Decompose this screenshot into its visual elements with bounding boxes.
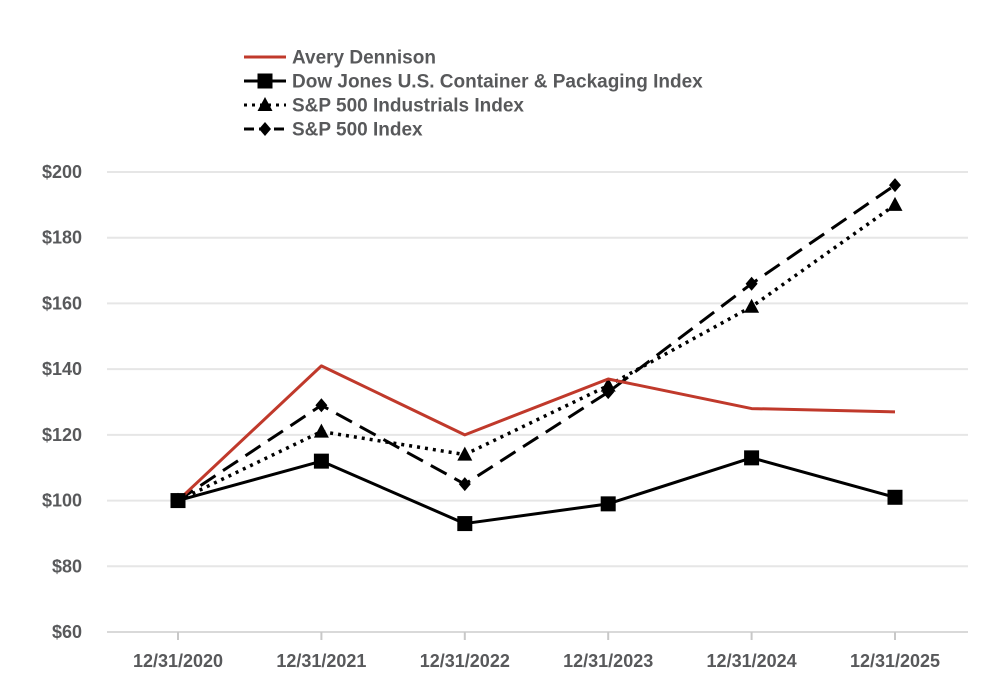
chart-series [170, 178, 903, 532]
x-tick-label: 12/31/2024 [707, 651, 797, 671]
legend-item: S&P 500 Industrials Index [244, 96, 524, 117]
x-tick-label: 12/31/2020 [133, 651, 223, 671]
legend-item: Dow Jones U.S. Container & Packaging Ind… [244, 72, 703, 93]
series-2-point [457, 446, 473, 461]
series-2-point [600, 377, 616, 392]
y-tick-label: $120 [42, 425, 82, 445]
series-1-point [457, 516, 473, 532]
series-3-point [602, 385, 615, 400]
x-tick-label: 12/31/2022 [420, 651, 510, 671]
legend-item: Avery Dennison [244, 48, 436, 69]
y-tick-label: $180 [42, 228, 82, 248]
x-tick-label: 12/31/2023 [563, 651, 653, 671]
x-tick-label: 12/31/2025 [850, 651, 940, 671]
series-2-point [313, 423, 329, 438]
legend-label: S&P 500 Industrials Index [292, 96, 524, 117]
series-2-point [744, 298, 760, 313]
y-tick-label: $160 [42, 293, 82, 313]
y-tick-label: $80 [52, 556, 82, 576]
legend-marker [257, 97, 273, 111]
series-3-line [177, 183, 896, 502]
chart-grid [107, 171, 968, 568]
legend-marker [259, 122, 271, 136]
series-3-point [458, 477, 471, 492]
series-0-line [176, 364, 896, 502]
series-2-point [887, 196, 903, 211]
y-tick-label: $140 [42, 359, 82, 379]
y-tick-label: $60 [52, 622, 82, 642]
legend-label: S&P 500 Index [292, 120, 423, 141]
series-1-point [744, 450, 760, 466]
legend-label: Dow Jones U.S. Container & Packaging Ind… [292, 72, 703, 93]
legend-marker [257, 73, 273, 89]
series-3-point [889, 178, 901, 193]
series-2-line [177, 203, 897, 503]
x-tick-label: 12/31/2021 [276, 651, 366, 671]
y-tick-label: $100 [42, 491, 82, 511]
x-axis: 12/31/2020 12/31/2021 12/31/2022 12/31/2023… [107, 631, 968, 671]
legend-item: S&P 500 Index [244, 120, 423, 141]
y-axis-ticks: $60 $80 $100 $120 $140 $160 $180 $200 [42, 162, 82, 642]
series-3-point [315, 398, 328, 413]
series-1-point [313, 453, 329, 469]
chart-legend: Avery Dennison Dow Jones U.S. Container &… [244, 48, 703, 141]
series-1-point [170, 493, 186, 509]
legend-label: Avery Dennison [292, 48, 436, 69]
series-1-point [887, 489, 903, 505]
y-tick-label: $200 [42, 162, 82, 182]
series-1-line [177, 456, 896, 526]
series-1-point [600, 496, 616, 512]
series-3-point [745, 276, 758, 291]
